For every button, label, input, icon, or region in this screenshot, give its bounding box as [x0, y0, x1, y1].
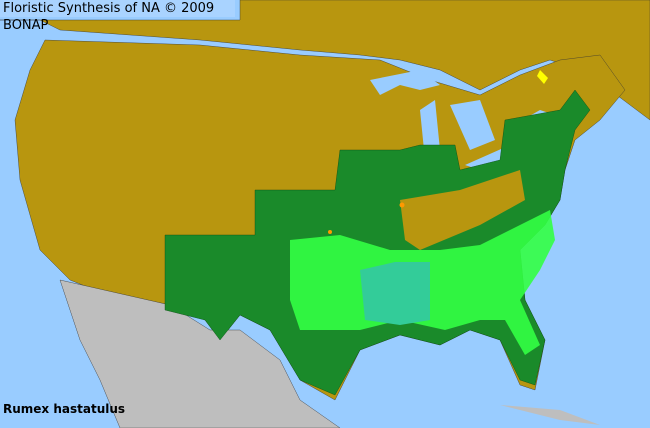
rare-county-region	[360, 262, 430, 325]
mexico-region	[59, 279, 341, 428]
canada-region	[0, 0, 650, 121]
noxious-county	[537, 70, 548, 84]
species-label: Rumex hastatulus	[3, 402, 126, 416]
adventive-county	[399, 202, 405, 208]
cuba-region	[500, 405, 600, 425]
great-lakes	[370, 70, 555, 170]
map-title: Floristic Synthesis of NA © 2009 BONAP	[0, 0, 235, 33]
no-record-region	[400, 170, 525, 250]
adventive-county	[328, 230, 332, 234]
